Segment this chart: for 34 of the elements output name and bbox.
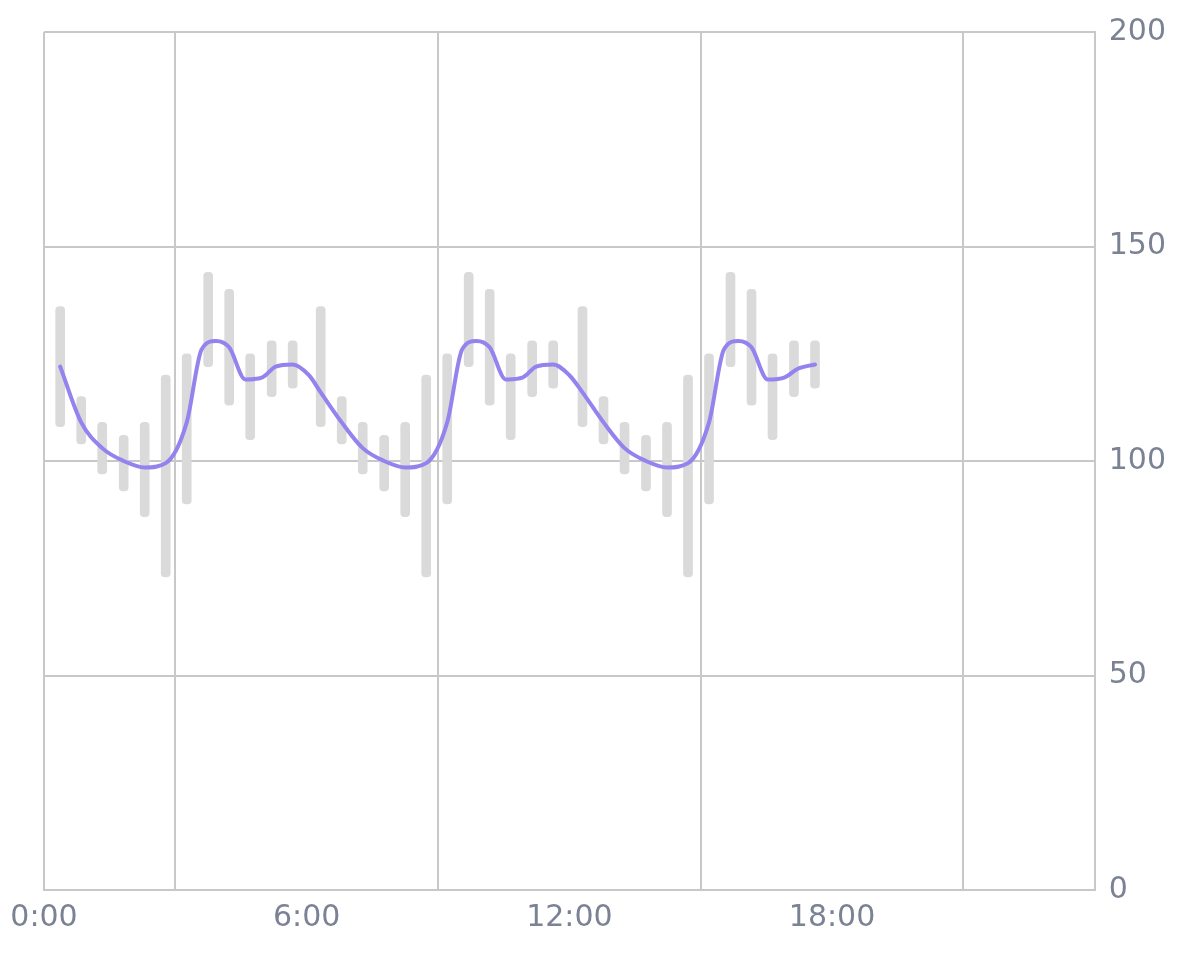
- bar: [810, 340, 820, 389]
- bar: [287, 340, 298, 389]
- bar: [379, 434, 390, 492]
- bar: [662, 422, 672, 518]
- bar: [548, 340, 558, 389]
- y-tick-label: 200: [1108, 11, 1166, 47]
- bar: [527, 340, 537, 397]
- bar: [224, 289, 235, 406]
- bar: [767, 353, 778, 440]
- y-tick-label: 150: [1108, 226, 1166, 262]
- bar: [641, 434, 651, 492]
- bar: [421, 374, 432, 578]
- bar: [400, 422, 411, 518]
- bar: [203, 271, 214, 367]
- x-tick-label: 12:00: [526, 897, 613, 933]
- line-series: [58, 338, 817, 470]
- bar: [160, 374, 171, 578]
- y-tick-label: 50: [1108, 655, 1147, 691]
- bar: [245, 353, 256, 440]
- x-tick-label: 0:00: [10, 897, 78, 933]
- bar: [683, 374, 693, 578]
- y-tick-label: 0: [1108, 869, 1128, 905]
- bar: [139, 422, 150, 518]
- bar: [118, 434, 129, 492]
- bar: [505, 353, 516, 440]
- bar: [463, 271, 474, 367]
- x-tick-label: 18:00: [788, 897, 876, 933]
- x-tick-label: 6:00: [273, 897, 341, 933]
- bar: [97, 422, 108, 475]
- bar: [789, 340, 799, 397]
- y-tick-label: 100: [1108, 440, 1166, 476]
- bar: [484, 289, 495, 406]
- bar: [315, 306, 326, 428]
- bar: [55, 306, 66, 428]
